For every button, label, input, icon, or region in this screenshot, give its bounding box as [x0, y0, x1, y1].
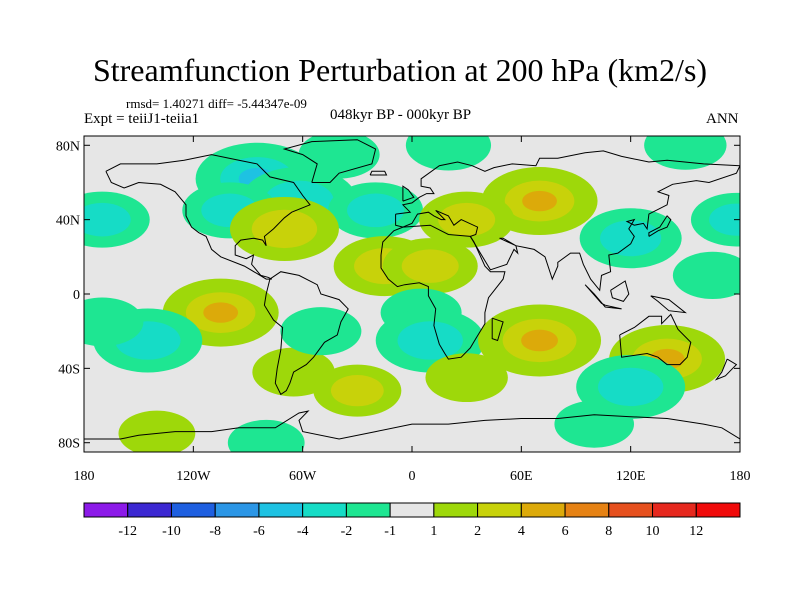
- colorbar-label: -4: [297, 524, 309, 539]
- x-tick-label: 180: [730, 469, 751, 484]
- y-tick-label: 80N: [56, 139, 80, 154]
- colorbar-label: 6: [562, 524, 569, 539]
- colorbar-swatch: [433, 502, 479, 518]
- colorbar-label: 8: [605, 524, 612, 539]
- coastline: [402, 185, 415, 202]
- colorbar-label: 12: [689, 524, 703, 539]
- colorbar-label: -10: [162, 524, 181, 539]
- colorbar-swatch: [477, 502, 522, 518]
- field-anomaly: [298, 136, 380, 179]
- x-tick-label: 180: [74, 469, 95, 484]
- stats-text: rmsd= 1.40271 diff= -5.44347e-09: [126, 96, 307, 111]
- field-anomaly-core: [330, 375, 384, 407]
- field-anomaly-peak: [203, 302, 239, 323]
- coastline: [263, 271, 349, 396]
- colorbar-label: -12: [118, 524, 137, 539]
- coastline: [395, 150, 740, 292]
- x-tick-label: 120E: [616, 469, 646, 484]
- coastline: [619, 313, 692, 366]
- field-anomaly: [425, 353, 508, 403]
- x-tick-label: 60W: [289, 469, 317, 484]
- coastline: [610, 280, 630, 302]
- field-anomaly: [405, 136, 492, 171]
- coastline: [648, 215, 672, 237]
- colorbar-swatch: [127, 502, 172, 518]
- field-anomaly: [227, 419, 305, 452]
- colorbar-swatch: [170, 502, 216, 518]
- contour-fields: [84, 136, 740, 452]
- coastline: [369, 170, 388, 176]
- field-anomaly-core: [597, 367, 664, 407]
- field-anomaly-peak: [521, 329, 559, 352]
- field-anomaly-core: [438, 202, 496, 237]
- colorbar-label: -6: [253, 524, 265, 539]
- coastline: [714, 358, 738, 381]
- y-tick-label: 40S: [58, 362, 80, 377]
- colorbar-swatch: [214, 502, 260, 518]
- colorbar-swatch: [258, 502, 304, 518]
- experiment-label: Expt = teiiJ1-teiia1: [84, 111, 200, 127]
- colorbar-label: 4: [518, 524, 525, 539]
- colorbar-swatch: [302, 502, 347, 518]
- field-anomaly-core: [709, 203, 740, 236]
- coastline: [650, 295, 687, 314]
- colorbar-swatch: [564, 502, 610, 518]
- coastlines: [84, 139, 740, 440]
- colorbar-label: -1: [384, 524, 396, 539]
- colorbar-label: 1: [430, 524, 437, 539]
- colorbar-swatch: [608, 502, 654, 518]
- x-tick-label: 60E: [510, 469, 533, 484]
- coastline: [105, 154, 311, 280]
- colorbar-swatch: [695, 502, 741, 518]
- colorbar-swatch: [345, 502, 391, 518]
- axis-ticks: 180 120W 60W 0 60E 120E 180 80N 40N 0 40S 80S: [56, 136, 751, 484]
- field-anomaly-peak: [522, 190, 557, 212]
- field-anomaly-core: [84, 202, 131, 237]
- field-anomaly: [84, 297, 144, 347]
- chart-title: Streamfunction Perturbation at 200 hPa (…: [92, 52, 708, 88]
- y-tick-label: 0: [73, 288, 80, 303]
- colorbar-label: 10: [646, 524, 660, 539]
- colorbar-label: -2: [341, 524, 353, 539]
- y-tick-label: 40N: [56, 214, 80, 229]
- colorbar-label: 2: [474, 524, 481, 539]
- colorbar-label: -8: [209, 524, 221, 539]
- field-anomaly: [280, 307, 362, 356]
- field-anomaly: [672, 251, 740, 300]
- field-anomaly-core: [251, 209, 318, 249]
- season-label: ANN: [706, 111, 739, 127]
- field-anomaly-core: [401, 249, 459, 283]
- field-anomaly: [118, 410, 196, 452]
- field-anomaly: [644, 136, 727, 170]
- y-tick-label: 80S: [58, 437, 80, 452]
- x-tick-label: 120W: [176, 469, 211, 484]
- coastline: [84, 410, 740, 440]
- coastline: [491, 317, 504, 342]
- coastline: [380, 224, 506, 360]
- field-anomaly-core: [600, 220, 662, 257]
- period-label: 048kyr BP - 000kyr BP: [330, 107, 472, 123]
- field-anomaly-core: [347, 193, 405, 228]
- coastline: [584, 284, 622, 310]
- field-anomaly-core: [397, 321, 463, 360]
- coastline: [282, 139, 377, 183]
- colorbar-swatch: [520, 502, 566, 518]
- field-anomaly: [554, 400, 635, 448]
- colorbar-swatch: [389, 502, 435, 518]
- colorbar: -12 -10 -8 -6 -4 -2 -1 1 2 4 6 8 10 12: [83, 502, 741, 539]
- x-tick-label: 0: [409, 469, 416, 484]
- colorbar-swatch: [652, 502, 697, 518]
- colorbar-swatch: [83, 502, 129, 518]
